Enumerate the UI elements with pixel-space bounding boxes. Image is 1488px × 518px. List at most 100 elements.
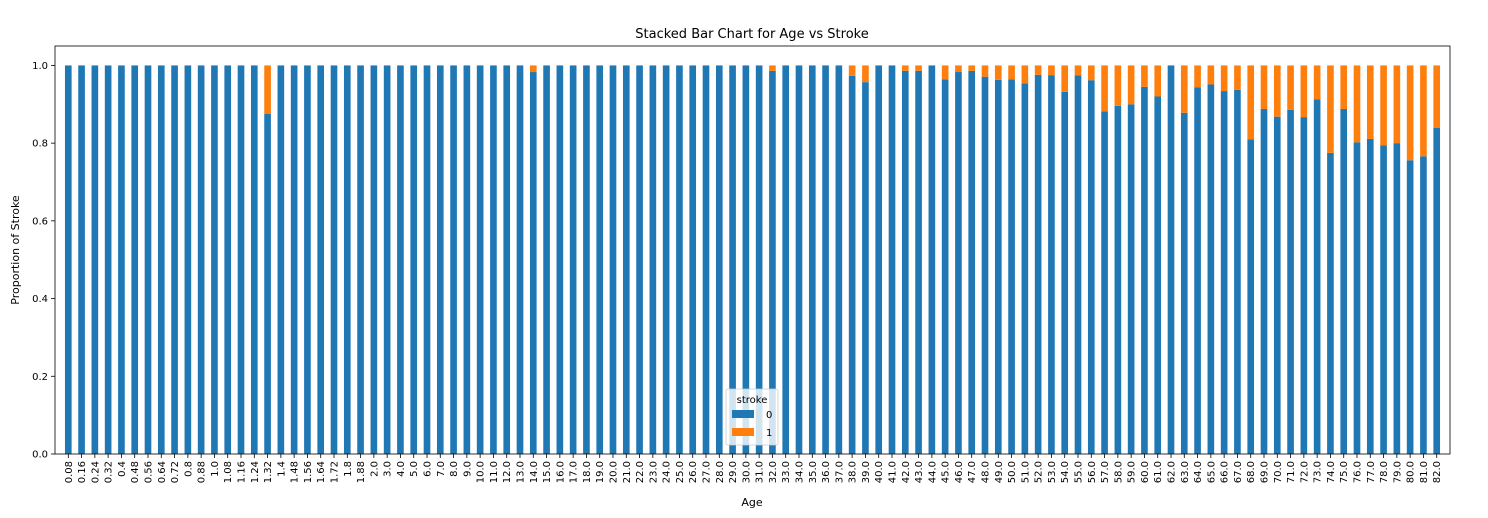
- bar-stroke-0-66.0: [1220, 91, 1228, 455]
- x-tick-label: 55.0: [1074, 461, 1085, 483]
- bar-stroke-1-79.0: [1393, 65, 1401, 144]
- bar-stroke-0-22.0: [636, 65, 643, 454]
- bar-stroke-0-1.4: [277, 65, 285, 454]
- bar-stroke-1-46.0: [955, 65, 962, 73]
- x-tick-label: 17.0: [569, 461, 580, 483]
- x-tick-label: 72.0: [1299, 461, 1310, 483]
- bar-stroke-0-9.0: [463, 65, 471, 454]
- bar-stroke-0-8.0: [450, 65, 457, 454]
- x-tick-label: 0.48: [130, 461, 141, 483]
- bar-stroke-1-77.0: [1366, 65, 1374, 139]
- bar-stroke-0-79.0: [1393, 143, 1401, 454]
- x-tick-label: 1.88: [356, 461, 367, 483]
- x-tick-label: 1.48: [290, 461, 301, 483]
- bar-stroke-0-18.0: [583, 65, 590, 454]
- bar-stroke-1-60.0: [1141, 65, 1148, 87]
- bar-stroke-0-53.0: [1048, 75, 1055, 455]
- x-tick-label: 67.0: [1233, 461, 1244, 483]
- x-tick-label: 35.0: [808, 461, 819, 483]
- bar-stroke-0-63.0: [1180, 112, 1188, 454]
- x-tick-label: 1.16: [237, 461, 248, 483]
- bar-stroke-0-3.0: [383, 65, 391, 454]
- x-tick-label: 1.56: [303, 461, 314, 483]
- bar-stroke-1-50.0: [1008, 65, 1015, 80]
- x-tick-label: 47.0: [967, 461, 978, 483]
- x-axis-label: Age: [741, 496, 763, 509]
- bar-stroke-0-10.0: [476, 65, 484, 454]
- bar-stroke-1-74.0: [1327, 65, 1334, 153]
- bar-stroke-0-70.0: [1273, 116, 1281, 454]
- bar-stroke-0-61.0: [1154, 96, 1162, 454]
- bar-stroke-0-1.8: [343, 65, 351, 454]
- bar-stroke-0-73.0: [1313, 99, 1321, 454]
- bar-stroke-0-24.0: [662, 65, 670, 454]
- plot-frame: [54, 45, 1451, 455]
- bar-stroke-0-78.0: [1380, 145, 1387, 454]
- y-axis: 0.0 0.2 0.4 0.6 0.8 1.0: [32, 61, 55, 461]
- bar-stroke-0-0.64: [157, 65, 165, 454]
- x-tick-label: 31.0: [755, 461, 766, 483]
- x-tick-label: 23.0: [648, 461, 659, 483]
- bar-stroke-0-50.0: [1008, 79, 1015, 454]
- x-tick-label: 10.0: [476, 461, 487, 483]
- x-tick-label: 2.0: [369, 461, 380, 477]
- y-tick-label: 0.4: [32, 294, 48, 305]
- x-tick-label: 26.0: [688, 461, 699, 483]
- bar-stroke-0-1.32: [264, 114, 271, 454]
- bar-stroke-1-56.0: [1087, 65, 1095, 81]
- bar-stroke-0-1.48: [290, 65, 298, 454]
- bar-stroke-0-0.72: [171, 65, 178, 454]
- bar-stroke-0-0.4: [118, 65, 125, 454]
- bar-stroke-0-0.56: [144, 65, 152, 454]
- x-tick-label: 58.0: [1113, 461, 1124, 483]
- bar-stroke-0-58.0: [1114, 105, 1122, 454]
- bar-stroke-0-31.0: [755, 65, 763, 454]
- x-tick-label: 12.0: [502, 461, 513, 483]
- x-tick-label: 22.0: [635, 461, 646, 483]
- x-tick-label: 18.0: [582, 461, 593, 483]
- bars-group: [64, 65, 1441, 455]
- x-tick-label: 19.0: [595, 461, 606, 483]
- bar-stroke-0-2.0: [370, 65, 378, 454]
- x-tick-label: 37.0: [834, 461, 845, 483]
- chart-title: Stacked Bar Chart for Age vs Stroke: [635, 27, 868, 42]
- x-tick-label: 43.0: [914, 461, 925, 483]
- bar-stroke-1-51.0: [1021, 65, 1029, 84]
- bar-stroke-0-65.0: [1207, 84, 1215, 455]
- x-tick-label: 42.0: [901, 461, 912, 483]
- x-tick-label: 44.0: [927, 461, 938, 483]
- x-tick-label: 1.8: [343, 461, 354, 477]
- x-tick-label: 77.0: [1366, 461, 1377, 483]
- bar-stroke-0-21.0: [622, 65, 630, 454]
- bar-stroke-1-54.0: [1061, 65, 1069, 92]
- bar-stroke-1-59.0: [1127, 65, 1135, 105]
- x-tick-label: 78.0: [1379, 461, 1390, 483]
- bar-stroke-0-55.0: [1074, 75, 1082, 454]
- bar-stroke-0-72.0: [1300, 117, 1308, 454]
- bar-stroke-0-15.0: [543, 65, 550, 454]
- bar-stroke-0-43.0: [915, 70, 922, 455]
- bar-stroke-1-55.0: [1074, 65, 1082, 76]
- bar-stroke-0-1.56: [304, 65, 311, 454]
- x-tick-label: 0.4: [117, 461, 128, 477]
- legend-swatch-1: [732, 428, 754, 436]
- x-tick-label: 30.0: [741, 461, 752, 483]
- x-tick-label: 52.0: [1034, 461, 1045, 483]
- bar-stroke-0-11.0: [490, 65, 497, 454]
- x-tick-label: 32.0: [768, 461, 779, 483]
- x-tick-label: 1.0: [210, 461, 221, 477]
- x-tick-label: 50.0: [1007, 461, 1018, 483]
- bar-stroke-0-1.24: [250, 65, 258, 454]
- bar-stroke-0-30.0: [742, 65, 750, 454]
- x-axis: 0.08 0.16 0.24 0.32 0.4 0.48 0.56 0.64 0.72 0.8 0.…: [64, 454, 1443, 483]
- bar-stroke-0-7.0: [436, 65, 444, 454]
- bar-stroke-0-0.08: [64, 65, 72, 454]
- x-tick-label: 61.0: [1153, 461, 1164, 483]
- x-tick-label: 80.0: [1406, 461, 1417, 483]
- x-tick-label: 60.0: [1140, 461, 1151, 483]
- x-tick-label: 11.0: [489, 461, 500, 483]
- x-tick-label: 9.0: [462, 461, 473, 477]
- x-tick-label: 3.0: [383, 461, 394, 477]
- bar-stroke-1-42.0: [901, 65, 909, 71]
